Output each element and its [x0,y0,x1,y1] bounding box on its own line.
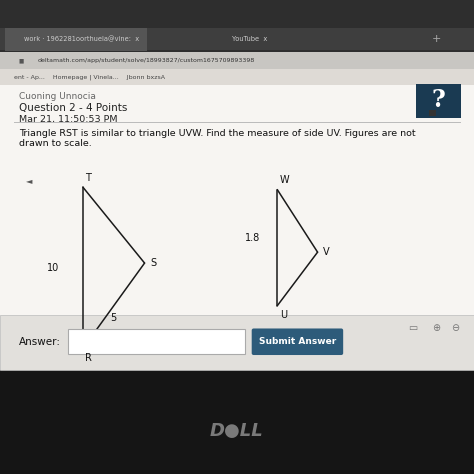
Text: ▭: ▭ [408,323,417,333]
Text: 1.8: 1.8 [245,233,260,243]
Text: work · 1962281oorthuela@vine:  x: work · 1962281oorthuela@vine: x [24,36,139,43]
Text: ⊖: ⊖ [451,323,459,333]
Bar [429,110,436,116]
Text: ◄: ◄ [26,176,33,184]
Text: S: S [150,258,156,268]
Bar [0,370,474,474]
Bar [0,69,474,85]
Text: ■: ■ [19,58,24,63]
Text: R: R [85,353,92,363]
Bar [0,52,474,69]
Bar [0,28,474,50]
Text: deltamath.com/app/student/solve/18993827/custom1675709893398: deltamath.com/app/student/solve/18993827… [38,58,255,63]
Bar [0,315,474,370]
Text: drawn to scale.: drawn to scale. [19,139,91,148]
Text: 5: 5 [110,312,116,323]
Text: YouTube  x: YouTube x [232,36,267,42]
Text: Triangle RST is similar to triangle UVW. Find the measure of side UV. Figures ar: Triangle RST is similar to triangle UVW.… [19,129,416,138]
FancyBboxPatch shape [252,328,343,355]
Text: ⊕: ⊕ [432,323,440,333]
FancyBboxPatch shape [68,329,245,354]
FancyBboxPatch shape [416,84,461,118]
Text: ?: ? [431,89,446,112]
Text: Cuoning Unnocia: Cuoning Unnocia [19,92,96,101]
Text: Submit Answer: Submit Answer [259,337,336,346]
Text: D●LL: D●LL [210,422,264,440]
Text: U: U [280,310,287,320]
Text: W: W [280,175,289,185]
Bar [0,0,474,52]
Text: ent - Ap...    Homepage | Vinela...    Jbonn bxzsA: ent - Ap... Homepage | Vinela... Jbonn b… [14,74,165,80]
FancyBboxPatch shape [5,28,147,51]
Text: Question 2 - 4 Points: Question 2 - 4 Points [19,103,128,113]
Text: Mar 21, 11:50:53 PM: Mar 21, 11:50:53 PM [19,115,118,124]
Text: V: V [323,247,330,257]
Text: +: + [431,34,441,45]
Text: T: T [85,173,91,183]
Bar [0,85,474,370]
Text: Answer:: Answer: [19,337,61,347]
Text: 10: 10 [47,263,59,273]
